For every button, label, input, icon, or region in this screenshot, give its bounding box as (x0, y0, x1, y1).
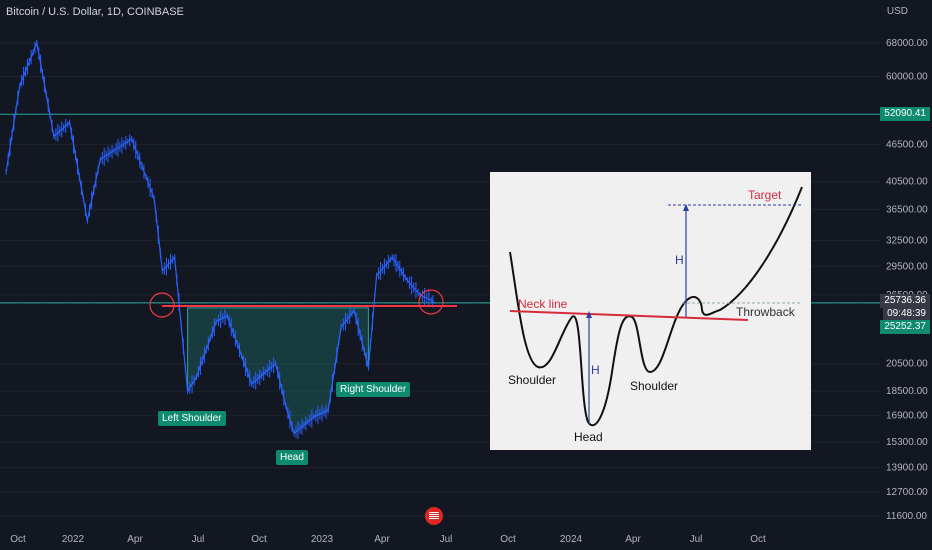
height-label-1: H (591, 363, 600, 377)
y-tick-label: 60000.00 (886, 71, 928, 82)
last-price-badge: 25736.36 (880, 294, 930, 308)
target-text: Target (748, 188, 782, 202)
neckline-start-marker[interactable] (149, 292, 175, 318)
projection-arrow-head (683, 204, 689, 211)
neckline-text: Neck line (518, 297, 568, 311)
x-tick-label: Jul (690, 534, 703, 545)
y-tick-label: 13900.00 (886, 463, 928, 474)
pattern-diagram-svg: Target Neck line Throwback Shoulder Head… (508, 186, 803, 444)
y-tick-label: 36500.00 (886, 204, 928, 215)
pattern-curve (509, 186, 803, 427)
x-tick-label: Apr (625, 534, 641, 545)
x-tick-label: Oct (750, 534, 766, 545)
us-flag-icon[interactable] (425, 507, 443, 525)
y-tick-label: 68000.00 (886, 38, 928, 49)
y-tick-label: 11600.00 (886, 511, 927, 522)
y-tick-label: 16900.00 (886, 410, 928, 421)
y-tick-label: 46500.00 (886, 140, 928, 151)
neckline-diagram (509, 310, 749, 321)
left-shoulder-label: Left Shoulder (158, 411, 226, 426)
y-tick-label: 18500.00 (886, 386, 928, 397)
y-tick-label: 12700.00 (886, 487, 928, 498)
right-shoulder-label: Right Shoulder (336, 382, 411, 397)
head-text: Head (574, 430, 603, 444)
head-arrow-head (586, 311, 592, 318)
head-label: Head (276, 450, 308, 465)
x-tick-label: Apr (127, 534, 143, 545)
x-tick-label: 2024 (560, 534, 583, 545)
x-tick-label: Oct (251, 534, 267, 545)
resistance-badge: 52090.41 (880, 107, 930, 121)
neckline-end-marker[interactable] (418, 289, 444, 315)
shoulder-right-text: Shoulder (630, 379, 678, 393)
grid (0, 42, 880, 517)
candles (5, 40, 434, 440)
pattern-diagram: Target Neck line Throwback Shoulder Head… (490, 172, 811, 450)
x-tick-label: 2023 (311, 534, 334, 545)
throwback-text: Throwback (736, 305, 796, 319)
symbol-title: Bitcoin / U.S. Dollar, 1D, COINBASE (6, 6, 184, 18)
price-line (5, 40, 435, 435)
height-label-2: H (675, 253, 684, 267)
x-tick-label: Jul (440, 534, 453, 545)
x-tick-label: 2022 (62, 534, 85, 545)
currency-label: USD (886, 6, 908, 17)
x-tick-label: Oct (500, 534, 516, 545)
x-tick-label: Oct (10, 534, 26, 545)
neckline-badge: 25252.37 (880, 320, 930, 334)
x-tick-label: Jul (192, 534, 205, 545)
y-tick-label: 40500.00 (886, 177, 928, 188)
countdown-badge: 09:48:39 (883, 307, 930, 321)
x-tick-label: Apr (374, 534, 390, 545)
shoulder-left-text: Shoulder (508, 373, 556, 387)
y-tick-label: 15300.00 (886, 437, 928, 448)
time-axis[interactable]: Oct 2022 Apr Jul Oct 2023 Apr Jul Oct 2024 Apr Jul O… (10, 534, 766, 545)
y-tick-label: 29500.00 (886, 261, 928, 272)
y-tick-label: 32500.00 (886, 235, 928, 246)
y-tick-label: 20500.00 (886, 359, 928, 370)
